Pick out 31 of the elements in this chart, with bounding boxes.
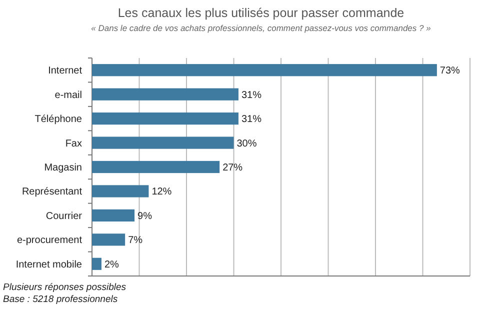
data-label: 7% [128,235,143,246]
bar [92,112,238,125]
bar [92,136,234,149]
data-label: 73% [440,66,460,77]
text: Base : 5218 professionnels [3,294,118,305]
data-label: 9% [138,210,152,222]
y-tick-label: Fax [65,138,82,150]
data-label: 12% [152,186,172,198]
chart-title: Les canaux les plus utilisés pour passer commande [118,6,404,20]
text: Plusieurs réponses possibles [3,282,126,293]
bar [92,258,102,270]
data-label: 27% [222,162,243,174]
y-tick-label: Internet [48,66,82,77]
y-tick-label: e-procurement [16,235,82,246]
y-tick-label: Courrier [46,210,83,222]
y-tick-label: Représentant [22,186,82,198]
y-tick-label: e-mail [54,90,82,101]
bar [92,234,126,246]
data-label: 2% [104,259,120,270]
bar [92,209,135,222]
bar [92,185,149,198]
data-label: 31% [241,114,262,126]
bar [92,88,238,100]
y-tick-label: Téléphone [34,114,82,126]
data-label: 31% [241,90,262,101]
chart-subtitle: « Dans le cadre de vos achats professionnels, comment passez-vous vos commandes ? » [91,23,432,33]
y-tick-label: Magasin [44,162,82,174]
bar [92,64,437,76]
y-tick-label: Internet mobile [16,259,82,270]
data-label: 30% [236,138,257,150]
bar [92,160,220,174]
